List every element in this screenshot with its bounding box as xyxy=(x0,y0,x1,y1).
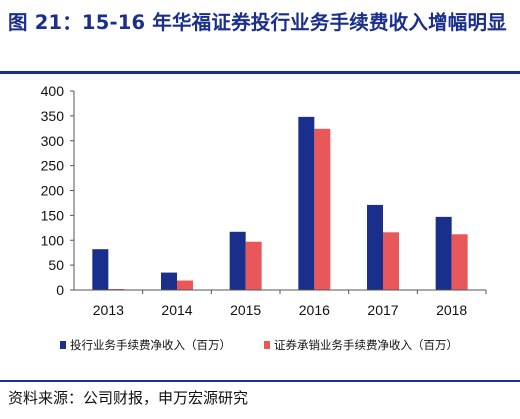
y-tick-label: 200 xyxy=(41,183,65,199)
bar-series-2 xyxy=(245,241,262,290)
bar-series-2 xyxy=(314,128,331,290)
legend: 投行业务手续费净收入（百万） 证券承销业务手续费净收入（百万） xyxy=(60,338,458,352)
bar-series-1 xyxy=(92,249,109,290)
y-tick-label: 50 xyxy=(48,257,64,273)
legend-label-series-1: 投行业务手续费净收入（百万） xyxy=(70,338,231,352)
bars xyxy=(92,116,468,291)
y-tick-label: 400 xyxy=(41,83,65,99)
x-axis: 2013 2014 2015 2016 2017 2018 xyxy=(74,289,487,318)
y-tick-label: 350 xyxy=(41,108,65,124)
bar-series-1 xyxy=(161,272,177,290)
figure-title: 图 21：15-16 年华福证券投行业务手续费收入增幅明显 xyxy=(8,11,507,34)
bar-series-1 xyxy=(367,204,383,290)
x-tick-label: 2015 xyxy=(230,302,261,318)
bar-series-2 xyxy=(177,280,193,290)
bar-series-2 xyxy=(383,232,399,290)
title-divider xyxy=(0,71,520,74)
x-tick-label: 2014 xyxy=(161,302,192,318)
y-axis: 0 50 100 150 200 250 300 350 400 xyxy=(41,83,75,298)
bar-series-2 xyxy=(451,234,468,290)
y-tick-label: 300 xyxy=(41,133,65,149)
x-tick-label: 2018 xyxy=(436,302,467,318)
x-tick-label: 2017 xyxy=(367,302,398,318)
legend-label-series-2: 证券承销业务手续费净收入（百万） xyxy=(274,338,458,352)
source-note: 资料来源：公司财报，申万宏源研究 xyxy=(8,389,249,407)
bar-series-1 xyxy=(435,216,452,290)
y-tick-label: 100 xyxy=(41,232,65,248)
bar-series-1 xyxy=(298,116,315,291)
y-tick-label: 0 xyxy=(56,282,64,298)
legend-swatch-series-2 xyxy=(264,341,270,349)
legend-swatch-series-1 xyxy=(60,341,66,349)
y-tick-label: 250 xyxy=(41,158,65,174)
y-tick-label: 150 xyxy=(41,207,65,223)
x-tick-label: 2013 xyxy=(93,302,124,318)
x-tick-label: 2016 xyxy=(299,302,330,318)
source-divider xyxy=(0,380,520,382)
bar-series-1 xyxy=(229,231,246,290)
